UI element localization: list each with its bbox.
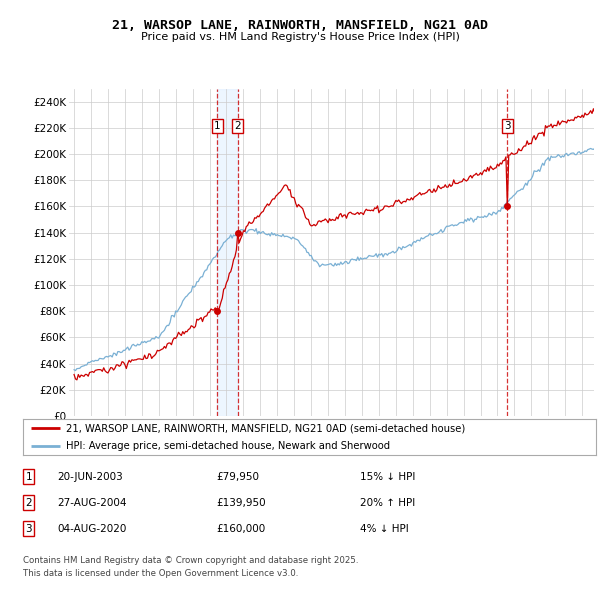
Text: HPI: Average price, semi-detached house, Newark and Sherwood: HPI: Average price, semi-detached house,… [66,441,390,451]
Text: £139,950: £139,950 [216,498,266,507]
Text: This data is licensed under the Open Government Licence v3.0.: This data is licensed under the Open Gov… [23,569,298,578]
Text: £160,000: £160,000 [216,524,265,533]
Text: Contains HM Land Registry data © Crown copyright and database right 2025.: Contains HM Land Registry data © Crown c… [23,556,358,565]
Text: 4% ↓ HPI: 4% ↓ HPI [360,524,409,533]
Text: 20% ↑ HPI: 20% ↑ HPI [360,498,415,507]
Text: 21, WARSOP LANE, RAINWORTH, MANSFIELD, NG21 0AD: 21, WARSOP LANE, RAINWORTH, MANSFIELD, N… [112,19,488,32]
Text: 20-JUN-2003: 20-JUN-2003 [57,472,123,481]
Text: 2: 2 [25,498,32,507]
Text: 27-AUG-2004: 27-AUG-2004 [57,498,127,507]
Text: Price paid vs. HM Land Registry's House Price Index (HPI): Price paid vs. HM Land Registry's House … [140,32,460,42]
Text: 1: 1 [25,472,32,481]
Text: 3: 3 [25,524,32,533]
Text: 04-AUG-2020: 04-AUG-2020 [57,524,127,533]
Text: 1: 1 [214,121,221,131]
Text: 2: 2 [234,121,241,131]
Bar [217,88,238,416]
Text: 3: 3 [504,121,511,131]
Text: 15% ↓ HPI: 15% ↓ HPI [360,472,415,481]
Text: £79,950: £79,950 [216,472,259,481]
Text: 21, WARSOP LANE, RAINWORTH, MANSFIELD, NG21 0AD (semi-detached house): 21, WARSOP LANE, RAINWORTH, MANSFIELD, N… [66,423,465,433]
